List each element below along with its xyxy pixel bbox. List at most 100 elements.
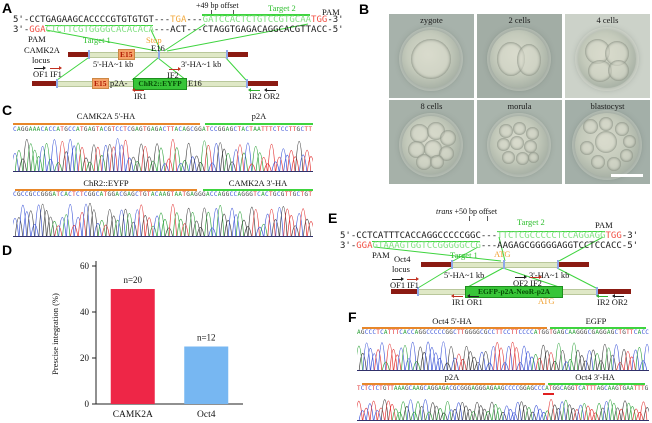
seq-segment-stop: TGA (170, 15, 187, 25)
base-letter: C (76, 191, 80, 198)
base-letter: G (460, 385, 464, 392)
base-letter: A (607, 385, 612, 392)
chromatogram-peak (77, 147, 87, 172)
embryo-stage-label: 8 cells (420, 101, 443, 111)
chromatogram-peak (224, 220, 233, 237)
chromatogram-peak (399, 401, 408, 421)
chromatogram-peak (66, 204, 75, 237)
chromatogram-peak (508, 342, 517, 371)
base-letter: G (449, 329, 453, 336)
chromatogram-peak (474, 362, 483, 371)
base-letter: T (390, 385, 394, 392)
chromatogram-peak (172, 147, 181, 172)
chromatogram-peak (231, 149, 241, 172)
junction-tick (503, 260, 505, 269)
primer-of1: OF1 (33, 69, 49, 79)
embryo-photo (490, 116, 548, 174)
chromatogram-peak (133, 209, 142, 237)
base-letter: A (64, 191, 68, 198)
chromatogram-peak (532, 405, 541, 421)
chromatogram-peak (251, 209, 260, 237)
base-letter: C (559, 385, 564, 392)
chromatogram-peak (469, 411, 478, 421)
construct-bar-dark (598, 289, 631, 294)
chromatogram-peak (243, 226, 252, 237)
chromatogram-peak (635, 412, 644, 421)
chromatogram-peak (283, 208, 292, 237)
chromatogram-peak (192, 220, 201, 237)
base-letter: C (508, 385, 512, 392)
seq-segment-pam: TGG (605, 231, 622, 241)
primer-arrow-of2 (515, 274, 527, 280)
base-letter: A (486, 385, 490, 392)
chromatogram-peak (616, 362, 625, 371)
base-letter: C (441, 329, 446, 336)
chromatogram-peak (224, 152, 233, 172)
base-letter: C (410, 329, 415, 336)
base-letter: T (249, 126, 253, 133)
base-letter: T (456, 329, 461, 336)
base-letter: A (225, 126, 230, 133)
bar-chart: 0 20 40 60 n=20 CAMK2A n=12 Oct4 (80, 261, 243, 420)
chromatogram-peak (617, 408, 626, 421)
chromatogram-peak (66, 139, 75, 172)
chromatogram-peak (628, 406, 637, 421)
base-letter: G (644, 385, 649, 392)
base-letter: G (139, 126, 143, 133)
region-underline-green (550, 327, 646, 329)
base-letter: G (422, 329, 426, 336)
chromatogram-peak (74, 216, 83, 237)
base-letter: T (640, 385, 645, 392)
chromatogram-peak (247, 206, 256, 237)
base-letter: C (119, 191, 123, 198)
base-letter: T (376, 329, 380, 336)
base-letter: T (79, 191, 84, 198)
base-letter: A (205, 191, 210, 198)
y-tick-label: 40 (80, 307, 90, 317)
chromatogram-peak (74, 142, 83, 172)
locus-name-a2: locus (32, 55, 50, 65)
chromatogram-peak (220, 148, 229, 172)
chromatogram-peak (385, 343, 394, 371)
chromatogram-peak (500, 362, 509, 371)
base-letter: G (64, 126, 68, 133)
base-letter: T (182, 191, 186, 198)
chromatogram-peak (443, 362, 452, 371)
chromatogram-peak (42, 143, 51, 172)
chromatogram-peak (525, 407, 533, 421)
chromatogram (357, 398, 649, 421)
base-letter: G (478, 385, 483, 392)
base-letter: G (16, 191, 21, 198)
chromatogram-peak (566, 359, 575, 371)
chromatogram-peak (30, 149, 39, 172)
base-letter: G (570, 385, 575, 392)
y-tick-label: 20 (80, 353, 90, 363)
chromatogram-peak (435, 357, 444, 371)
primer-arrow-or2 (264, 87, 276, 93)
chrom-region-label: Oct4 3'-HA (575, 372, 615, 382)
base-letter: G (472, 329, 476, 336)
base-letter: G (489, 385, 494, 392)
offset-tick (469, 216, 471, 221)
base-letter: A (493, 385, 498, 392)
chromatogram-peak (164, 158, 174, 172)
base-letter: C (364, 329, 369, 336)
base-letter: A (76, 126, 80, 133)
chromatogram-peak (200, 207, 209, 237)
chromatogram-peak (291, 225, 300, 237)
chromatogram-peak (22, 211, 31, 237)
base-letter: T (379, 385, 383, 392)
construct-bar-dark (32, 81, 57, 86)
chromatogram-peak (384, 400, 393, 421)
chromatogram-peak (581, 360, 590, 371)
chromatogram-peak (374, 349, 383, 371)
base-letter: C (537, 385, 542, 392)
chromatogram-peak (573, 409, 581, 421)
base-letter: G (556, 385, 560, 392)
chromatogram-peak (235, 144, 245, 172)
embryo-cell-blob (411, 39, 451, 79)
bar-count-label: n=12 (197, 333, 216, 343)
chromatogram-peak (227, 161, 237, 172)
chromatogram-peak (591, 412, 600, 421)
